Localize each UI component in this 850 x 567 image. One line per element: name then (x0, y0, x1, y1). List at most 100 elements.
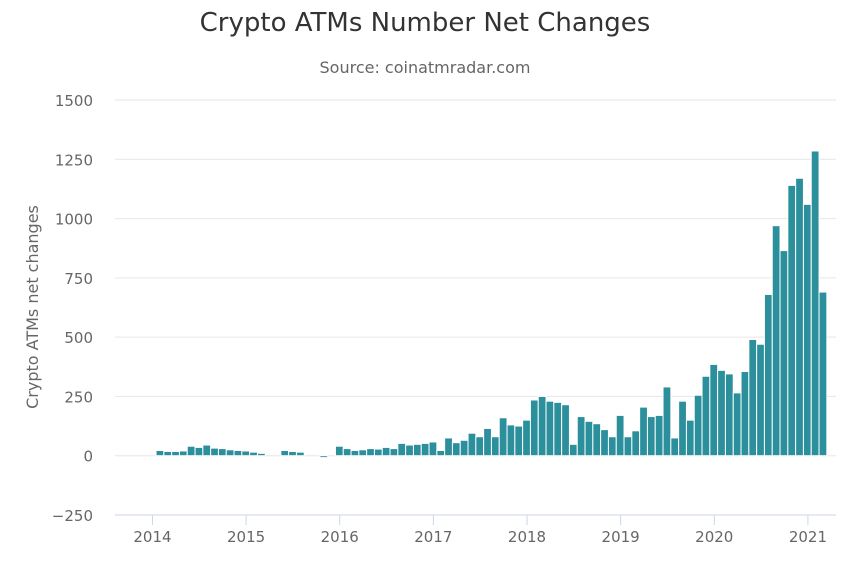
bar[interactable] (506, 424, 516, 457)
bar[interactable] (693, 394, 703, 457)
y-tick-label: 1000 (55, 211, 93, 229)
bar[interactable] (178, 450, 188, 457)
bar[interactable] (568, 443, 578, 457)
bar[interactable] (623, 436, 633, 457)
bar[interactable] (810, 150, 820, 457)
x-tick-label: 2016 (321, 528, 359, 546)
bar[interactable] (529, 399, 539, 457)
x-tick-label: 2018 (508, 528, 546, 546)
y-tick-label: −250 (52, 507, 93, 525)
y-tick-label: 500 (64, 329, 93, 347)
bar[interactable] (342, 448, 352, 457)
x-tick-label: 2015 (227, 528, 265, 546)
bar[interactable] (654, 414, 664, 457)
bar[interactable] (607, 436, 617, 457)
x-tick-label: 2017 (414, 528, 452, 546)
bar[interactable] (490, 436, 500, 457)
bar[interactable] (483, 427, 492, 457)
bar[interactable] (436, 449, 446, 457)
bar[interactable] (740, 371, 750, 457)
y-tick-label: 750 (64, 270, 93, 288)
bar[interactable] (522, 419, 531, 457)
y-tick-label: 250 (64, 388, 93, 406)
bar[interactable] (631, 430, 641, 457)
bar[interactable] (350, 449, 360, 457)
bar[interactable] (670, 437, 680, 457)
bar[interactable] (771, 225, 781, 457)
bar[interactable] (787, 184, 797, 457)
bar[interactable] (389, 448, 399, 457)
bar[interactable] (662, 386, 672, 457)
bar[interactable] (210, 447, 219, 457)
x-tick-label: 2014 (133, 528, 171, 546)
bar[interactable] (451, 442, 461, 457)
y-tick-label: 1500 (55, 92, 93, 110)
bar[interactable] (241, 450, 251, 457)
bar[interactable] (724, 373, 734, 457)
bar[interactable] (381, 446, 391, 457)
bar[interactable] (498, 417, 508, 457)
bar[interactable] (280, 449, 290, 457)
bar[interactable] (373, 448, 383, 457)
bar[interactable] (553, 401, 563, 457)
x-tick-label: 2019 (602, 528, 640, 546)
bar[interactable] (639, 406, 648, 457)
bar[interactable] (155, 449, 165, 457)
bar[interactable] (444, 437, 453, 457)
bar[interactable] (678, 400, 687, 457)
bar[interactable] (171, 450, 180, 457)
bar[interactable] (537, 395, 547, 457)
bar[interactable] (561, 404, 570, 457)
bar[interactable] (584, 420, 594, 457)
bar[interactable] (420, 442, 430, 457)
bar[interactable] (163, 450, 173, 457)
bar[interactable] (514, 425, 524, 457)
bar[interactable] (405, 444, 414, 457)
bar[interactable] (358, 449, 368, 457)
bar[interactable] (685, 419, 695, 457)
bar[interactable] (249, 451, 258, 457)
bar[interactable] (467, 432, 477, 457)
bar[interactable] (334, 445, 344, 457)
bar[interactable] (795, 177, 804, 457)
bar[interactable] (709, 363, 719, 457)
bar[interactable] (295, 451, 305, 457)
bar[interactable] (646, 416, 656, 457)
bar[interactable] (717, 369, 726, 457)
bar[interactable] (779, 250, 789, 457)
bar[interactable] (818, 291, 828, 457)
bar[interactable] (397, 442, 407, 457)
bar[interactable] (576, 416, 586, 457)
x-tick-label: 2021 (789, 528, 827, 546)
y-tick-label: 0 (83, 448, 93, 466)
bar[interactable] (412, 443, 422, 457)
bar[interactable] (186, 445, 196, 457)
bar[interactable] (592, 423, 602, 457)
bar[interactable] (428, 441, 438, 457)
bar[interactable] (600, 429, 609, 457)
bar[interactable] (202, 444, 212, 457)
bar[interactable] (194, 446, 204, 457)
bar[interactable] (217, 448, 227, 457)
chart-subtitle: Source: coinatmradar.com (319, 58, 531, 77)
bar[interactable] (233, 449, 243, 457)
bar[interactable] (319, 455, 329, 459)
bar[interactable] (756, 343, 765, 457)
bar[interactable] (459, 439, 469, 457)
bar[interactable] (615, 414, 625, 457)
bar[interactable] (763, 293, 773, 457)
bar[interactable] (475, 436, 485, 457)
bar[interactable] (256, 452, 266, 457)
x-tick-label: 2020 (695, 528, 733, 546)
bar[interactable] (366, 448, 375, 457)
bar[interactable] (732, 392, 742, 457)
bar[interactable] (225, 449, 235, 457)
bar[interactable] (545, 400, 555, 457)
y-tick-label: 1250 (55, 151, 93, 169)
bar[interactable] (288, 450, 297, 457)
chart-title: Crypto ATMs Number Net Changes (199, 8, 651, 38)
bar[interactable] (802, 203, 812, 457)
bar[interactable] (701, 375, 711, 457)
bar[interactable] (748, 339, 758, 457)
